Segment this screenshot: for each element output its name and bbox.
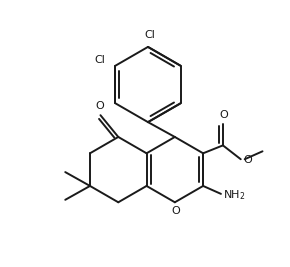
Text: O: O <box>243 155 252 165</box>
Text: O: O <box>171 206 180 216</box>
Text: Cl: Cl <box>144 30 155 40</box>
Text: O: O <box>220 110 228 120</box>
Text: NH$_2$: NH$_2$ <box>222 188 245 202</box>
Text: Cl: Cl <box>94 55 105 65</box>
Text: O: O <box>95 101 104 111</box>
